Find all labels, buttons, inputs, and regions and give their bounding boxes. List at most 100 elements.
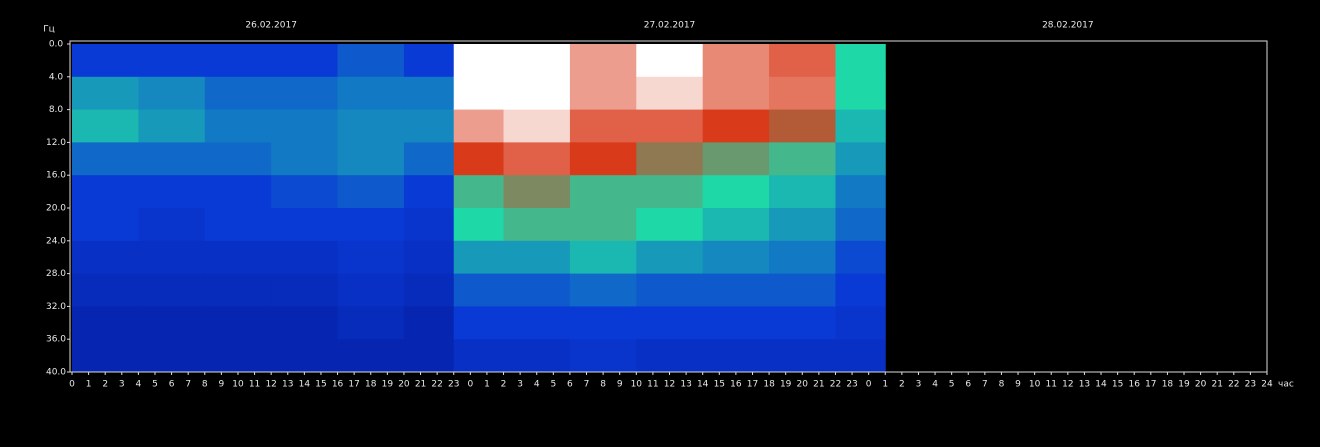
heat-cell bbox=[271, 339, 339, 373]
heat-cell bbox=[403, 76, 455, 111]
heat-cell bbox=[769, 306, 836, 340]
x-tick-label: 8 bbox=[202, 380, 208, 390]
heat-cell bbox=[138, 339, 206, 373]
heat-cell bbox=[702, 76, 770, 111]
y-tick-label: 4.0 bbox=[49, 72, 64, 82]
heat-cell bbox=[271, 240, 339, 275]
heat-cell bbox=[702, 208, 770, 242]
heat-cell bbox=[835, 339, 886, 373]
heat-cell bbox=[72, 339, 139, 373]
heat-cell bbox=[204, 306, 272, 340]
heat-cell bbox=[403, 142, 455, 176]
x-tick-label: 11 bbox=[249, 380, 260, 390]
heat-cell bbox=[503, 240, 571, 275]
heat-cell bbox=[337, 175, 405, 209]
x-tick-label: 6 bbox=[567, 380, 573, 390]
x-tick-label: 9 bbox=[219, 380, 225, 390]
x-tick-label: 13 bbox=[1079, 380, 1090, 390]
heat-cell bbox=[636, 44, 704, 78]
heat-cell bbox=[337, 44, 405, 78]
y-tick-label: 8.0 bbox=[49, 105, 64, 115]
x-tick-label: 21 bbox=[415, 380, 426, 390]
heat-cell bbox=[271, 109, 339, 143]
x-tick-label: 15 bbox=[1112, 380, 1123, 390]
heat-cell bbox=[503, 142, 571, 176]
heat-cell bbox=[138, 76, 206, 111]
heat-cell bbox=[769, 175, 836, 209]
heat-cell bbox=[453, 240, 505, 275]
heat-cell bbox=[503, 109, 571, 143]
x-tick-label: 24 bbox=[1261, 380, 1273, 390]
heat-cell bbox=[636, 273, 704, 307]
heat-cell bbox=[569, 44, 637, 78]
heat-cell bbox=[769, 76, 836, 111]
x-tick-label: 6 bbox=[169, 380, 175, 390]
x-tick-label: 1 bbox=[86, 380, 92, 390]
x-tick-label: 3 bbox=[119, 380, 125, 390]
heat-cell bbox=[569, 208, 637, 242]
x-tick-label: 7 bbox=[584, 380, 590, 390]
heat-cell bbox=[702, 240, 770, 275]
x-tick-label: 20 bbox=[398, 380, 410, 390]
x-tick-label: 6 bbox=[965, 380, 971, 390]
x-axis-label: час bbox=[1278, 380, 1294, 390]
heat-cell bbox=[337, 142, 405, 176]
heat-cell bbox=[569, 109, 637, 143]
x-tick-label: 16 bbox=[332, 380, 344, 390]
x-tick-label: 23 bbox=[1245, 380, 1256, 390]
heat-cell bbox=[769, 273, 836, 307]
heat-cell bbox=[403, 44, 455, 78]
x-tick-label: 5 bbox=[949, 380, 955, 390]
heat-cell bbox=[271, 76, 339, 111]
heat-cell bbox=[702, 273, 770, 307]
x-tick-label: 4 bbox=[136, 380, 142, 390]
x-tick-label: 13 bbox=[282, 380, 293, 390]
date-label: 28.02.2017 bbox=[1042, 21, 1094, 31]
heat-cell bbox=[769, 339, 836, 373]
x-tick-label: 18 bbox=[763, 380, 775, 390]
heat-cell bbox=[138, 109, 206, 143]
heat-cell bbox=[337, 306, 405, 340]
heat-cell bbox=[403, 240, 455, 275]
heat-cell bbox=[403, 273, 455, 307]
heat-cell bbox=[271, 208, 339, 242]
x-tick-label: 0 bbox=[866, 380, 872, 390]
heat-cell bbox=[138, 240, 206, 275]
heat-cell bbox=[138, 142, 206, 176]
x-tick-label: 19 bbox=[382, 380, 394, 390]
y-tick-label: 28.0 bbox=[46, 269, 66, 279]
heat-cell bbox=[337, 208, 405, 242]
x-tick-label: 22 bbox=[431, 380, 442, 390]
heat-cell bbox=[636, 339, 704, 373]
x-tick-label: 10 bbox=[631, 380, 643, 390]
heat-cell bbox=[503, 44, 571, 78]
heat-cell bbox=[204, 339, 272, 373]
heat-cell bbox=[337, 339, 405, 373]
heat-cell bbox=[835, 240, 886, 275]
x-tick-label: 9 bbox=[1015, 380, 1021, 390]
heat-cell bbox=[636, 109, 704, 143]
x-tick-label: 14 bbox=[697, 380, 709, 390]
x-tick-label: 20 bbox=[797, 380, 809, 390]
heat-cell bbox=[702, 175, 770, 209]
y-tick-label: 20.0 bbox=[46, 204, 66, 214]
date-label: 27.02.2017 bbox=[644, 21, 696, 31]
x-tick-label: 19 bbox=[1178, 380, 1190, 390]
heat-cell bbox=[503, 208, 571, 242]
heat-cell bbox=[403, 339, 455, 373]
heat-cell bbox=[453, 142, 505, 176]
heat-cell bbox=[702, 306, 770, 340]
heat-cell bbox=[769, 208, 836, 242]
heat-cell bbox=[138, 175, 206, 209]
heat-cell bbox=[835, 76, 886, 111]
y-tick-label: 12.0 bbox=[46, 138, 66, 148]
x-tick-label: 17 bbox=[348, 380, 359, 390]
y-tick-label: 36.0 bbox=[46, 335, 66, 345]
y-tick-label: 32.0 bbox=[46, 302, 66, 312]
heat-cell bbox=[835, 306, 886, 340]
heat-cell bbox=[835, 109, 886, 143]
heat-cell bbox=[769, 44, 836, 78]
heat-cell bbox=[569, 273, 637, 307]
heat-cell bbox=[204, 142, 272, 176]
